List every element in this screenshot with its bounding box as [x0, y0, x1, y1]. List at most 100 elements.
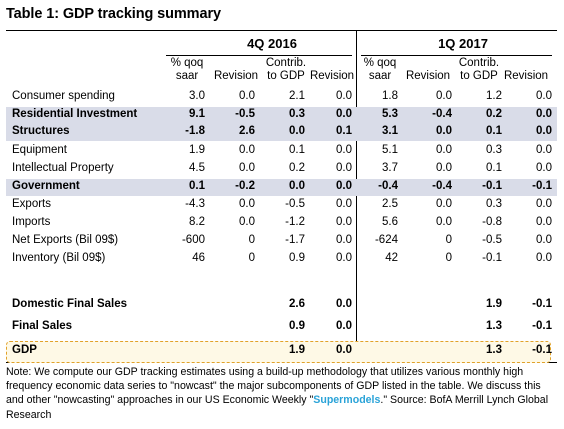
table-row: Government 0.1 -0.2 0.0 0.0 -0.4 -0.4 -0.1 -0.1	[6, 179, 557, 196]
table-cell: 0.1	[486, 125, 502, 137]
table-cell: 0.0	[436, 216, 452, 228]
table-cell: 0	[445, 252, 452, 264]
period-underline	[166, 55, 352, 56]
column-header-line: Revision	[405, 70, 451, 82]
table-row: Imports 8.2 0.0 -1.2 0.0 5.6 0.0 -0.8 0.0	[6, 215, 557, 232]
table-cell: 1.9	[189, 144, 205, 156]
column-header-line: Revision	[503, 70, 549, 82]
footnote-text: Note: We compute our GDP tracking estima…	[6, 366, 541, 407]
column-header-line: % qoq	[170, 57, 204, 69]
table-cell: 0.0	[239, 216, 255, 228]
table-cell: -1.8	[185, 125, 205, 137]
column-header: Contrib. to GDP	[256, 57, 316, 83]
table-cell: 0	[248, 234, 255, 246]
table-cell: 0.0	[336, 234, 352, 246]
table-cell: 0.0	[239, 162, 255, 174]
table-row: Structures -1.8 2.6 0.0 0.1 3.1 0.0 0.1 0.0	[6, 124, 557, 141]
gdp-highlight-box	[6, 341, 551, 363]
table-cell: 0.0	[336, 90, 352, 102]
table-cell: -624	[374, 234, 398, 246]
table-cell: 0.0	[336, 162, 352, 174]
table-cell: 0.0	[336, 320, 352, 332]
table-cell: 0.3	[486, 144, 502, 156]
column-header: Revision	[398, 57, 458, 83]
table-row: Domestic Final Sales 2.6 0.0 1.9 -0.1	[6, 297, 557, 314]
table-cell: 0.0	[536, 198, 552, 210]
table-cell: -0.1	[532, 320, 552, 332]
table-cell: 0.0	[336, 252, 352, 264]
column-header-line: saar	[368, 70, 392, 82]
table-cell: 0.2	[289, 162, 305, 174]
row-label: Domestic Final Sales	[12, 298, 128, 310]
table-cell: 5.6	[382, 216, 398, 228]
row-label: Net Exports (Bil 09$)	[12, 234, 119, 246]
table-cell: 0.0	[239, 144, 255, 156]
table-cell: 0.2	[486, 108, 502, 120]
table-cell: 2.5	[382, 198, 398, 210]
table-cell: 1.3	[486, 344, 502, 356]
table-cell: 0.3	[486, 198, 502, 210]
table-cell: 0.0	[536, 125, 552, 137]
table-row: Intellectual Property 4.5 0.0 0.2 0.0 3.7 0.0 0…	[6, 161, 557, 178]
table-cell: -1.7	[285, 234, 305, 246]
table-cell: 0.0	[436, 162, 452, 174]
table-cell: 3.0	[189, 90, 205, 102]
table-cell: 0.0	[239, 90, 255, 102]
row-label: Exports	[12, 198, 51, 210]
column-header-line: Contrib.	[458, 57, 500, 69]
table-row: Net Exports (Bil 09$) -600 0 -1.7 0.0 -624 0 -0…	[6, 233, 557, 250]
table-cell: 0.0	[536, 162, 552, 174]
table-cell: -0.8	[482, 216, 502, 228]
row-label: Consumer spending	[12, 90, 115, 102]
table-cell: -1.2	[285, 216, 305, 228]
table-cell: -0.5	[235, 108, 255, 120]
table-row: GDP 1.9 0.0 1.3 -0.1	[6, 343, 557, 360]
table-cell: 3.7	[382, 162, 398, 174]
table-cell: 1.9	[289, 344, 305, 356]
table-row: Final Sales 0.9 0.0 1.3 -0.1	[6, 319, 557, 336]
table-cell: 2.6	[289, 298, 305, 310]
table-cell: 0.9	[289, 320, 305, 332]
column-header-line: saar	[175, 70, 199, 82]
table-cell: 0	[445, 234, 452, 246]
table-cell: 0.0	[336, 108, 352, 120]
table-cell: 0.0	[336, 344, 352, 356]
column-header: Revision	[206, 57, 266, 83]
table-cell: 0.9	[289, 252, 305, 264]
table-cell: -0.1	[532, 344, 552, 356]
column-header-line: to GDP	[267, 70, 305, 82]
table-cell: 0.0	[536, 252, 552, 264]
table-cell: -0.4	[432, 108, 452, 120]
footnote: Note: We compute our GDP tracking estima…	[6, 365, 558, 422]
period-underline	[361, 55, 552, 56]
table-cell: -0.4	[378, 180, 398, 192]
table-cell: 0.3	[289, 108, 305, 120]
column-header-line: to GDP	[460, 70, 498, 82]
column-header: % qoq saar	[350, 57, 410, 83]
table-cell: 0.0	[436, 90, 452, 102]
table-cell: 0.1	[189, 180, 205, 192]
table-cell: 0.0	[536, 144, 552, 156]
row-label: Residential Investment	[12, 108, 138, 120]
table-cell: 1.3	[486, 320, 502, 332]
row-label: Final Sales	[12, 320, 73, 332]
table-row: Consumer spending 3.0 0.0 2.1 0.0 1.8 0.0 1.2 0.…	[6, 89, 557, 106]
column-header-line: Contrib.	[265, 57, 307, 69]
table-cell: 0.1	[336, 125, 352, 137]
table-cell: 0.0	[336, 298, 352, 310]
table-cell: 0.0	[336, 144, 352, 156]
table-cell: -0.5	[482, 234, 502, 246]
table-cell: 0.0	[289, 180, 305, 192]
supermodels-link[interactable]: Supermodels	[313, 394, 381, 407]
table-cell: 0.0	[289, 125, 305, 137]
table-cell: 9.1	[189, 108, 205, 120]
row-label: GDP	[12, 344, 37, 356]
column-header-line: % qoq	[363, 57, 397, 69]
table-cell: -0.1	[532, 298, 552, 310]
row-label: Intellectual Property	[12, 162, 114, 174]
row-label: Government	[12, 180, 80, 192]
table-cell: 0.0	[239, 198, 255, 210]
table-cell: 0.0	[336, 198, 352, 210]
column-header-line	[496, 57, 556, 70]
table-cell: 1.9	[486, 298, 502, 310]
